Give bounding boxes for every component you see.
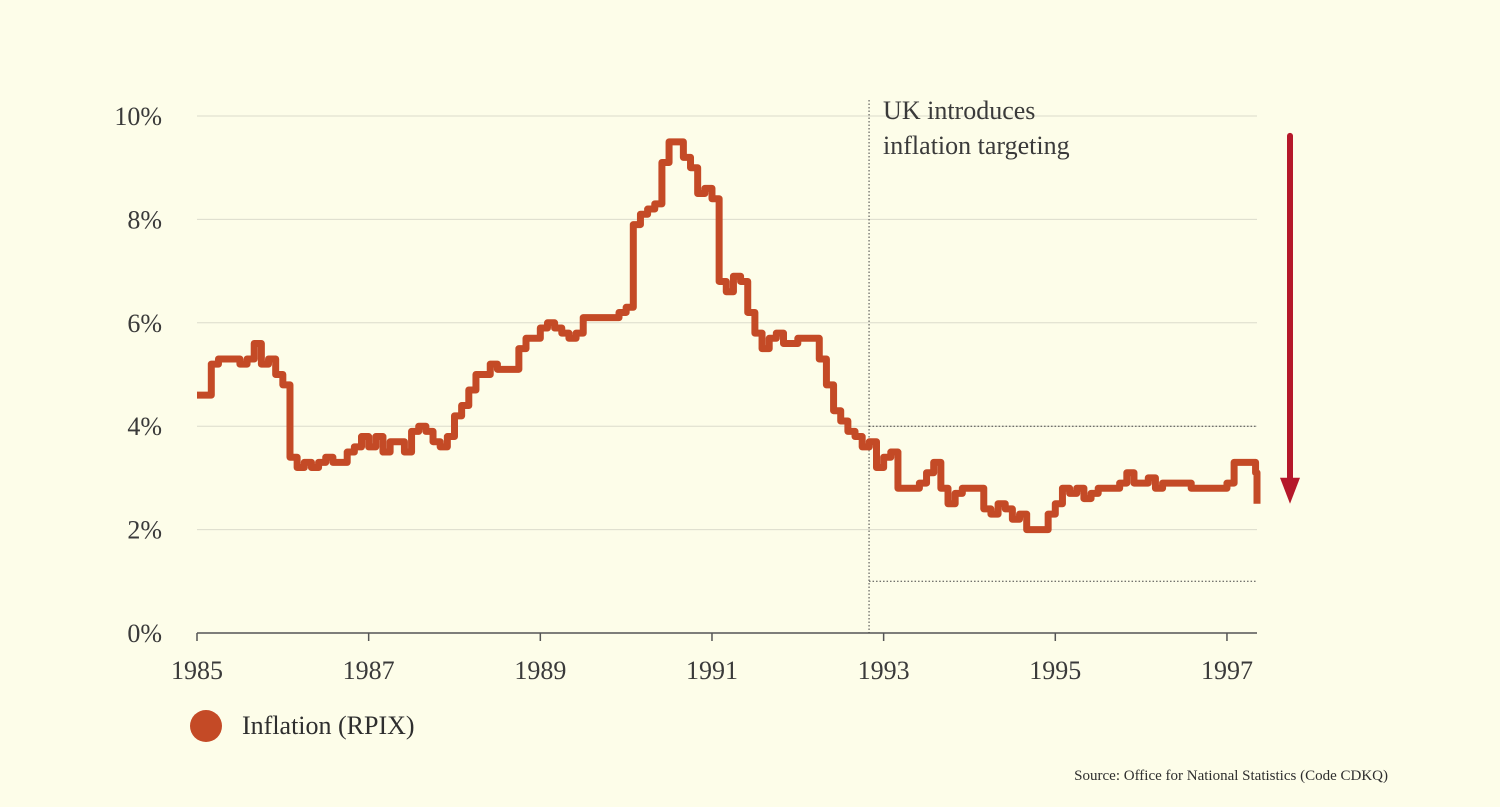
axes: 0% 2% 4% 6% 8% 10% 1985 1987 1989 1991 1993 1995 199… <box>114 102 1257 685</box>
source-note: Source: Office for National Statistics (… <box>1074 768 1388 784</box>
legend-label: Inflation (RPIX) <box>242 711 415 740</box>
target-band <box>869 425 1257 582</box>
series <box>197 138 1261 534</box>
legend: Inflation (RPIX) <box>190 710 415 742</box>
x-tick-label-1997: 1997 <box>1201 656 1253 685</box>
y-tick-label-4: 4% <box>127 412 162 441</box>
x-tick-label-1993: 1993 <box>858 656 910 685</box>
arrow <box>1280 132 1300 504</box>
x-tick-label-1991: 1991 <box>686 656 738 685</box>
annotation: UK introduces inflation targeting <box>868 96 1070 633</box>
series-line-0 <box>197 138 1261 534</box>
y-tick-label-6: 6% <box>127 309 162 338</box>
x-tick-label-1985: 1985 <box>171 656 223 685</box>
legend-marker <box>190 710 222 742</box>
annotation-text-line1: UK introduces <box>883 96 1035 125</box>
x-tick-label-1989: 1989 <box>514 656 566 685</box>
y-tick-label-2: 2% <box>127 516 162 545</box>
y-tick-label-10: 10% <box>114 102 162 131</box>
arrow-head <box>1280 477 1300 504</box>
x-tick-label-1995: 1995 <box>1029 656 1081 685</box>
grid-lines <box>197 115 1257 531</box>
x-tick-label-1987: 1987 <box>343 656 395 685</box>
annotation-text-line2: inflation targeting <box>883 131 1070 160</box>
y-tick-label-8: 8% <box>127 205 162 234</box>
y-tick-label-0: 0% <box>127 619 162 648</box>
